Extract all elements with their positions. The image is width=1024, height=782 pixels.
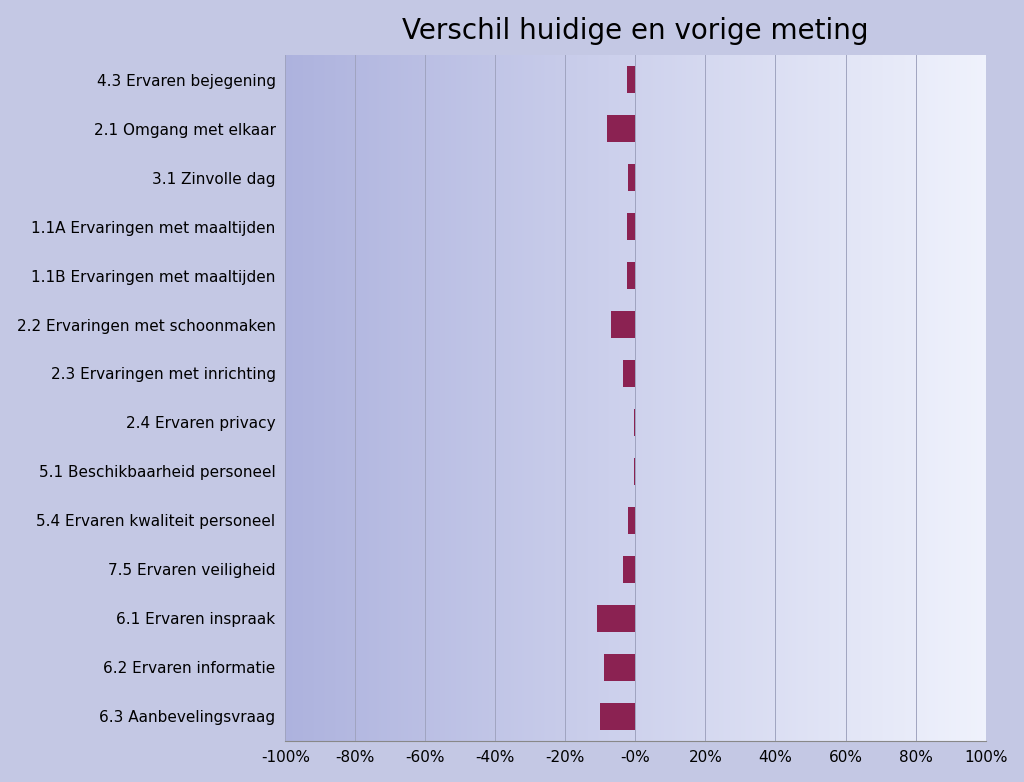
Bar — [607, 115, 636, 142]
Bar — [624, 556, 636, 583]
Bar — [604, 654, 636, 680]
Bar — [597, 604, 636, 632]
Bar — [624, 360, 636, 387]
Bar — [635, 458, 636, 485]
Bar — [627, 213, 636, 240]
Bar — [611, 311, 636, 338]
Bar — [635, 409, 636, 436]
Bar — [627, 66, 636, 93]
Bar — [629, 507, 636, 534]
Title: Verschil huidige en vorige meting: Verschil huidige en vorige meting — [402, 16, 868, 45]
Bar — [600, 703, 636, 730]
Bar — [629, 164, 636, 191]
Bar — [627, 262, 636, 289]
